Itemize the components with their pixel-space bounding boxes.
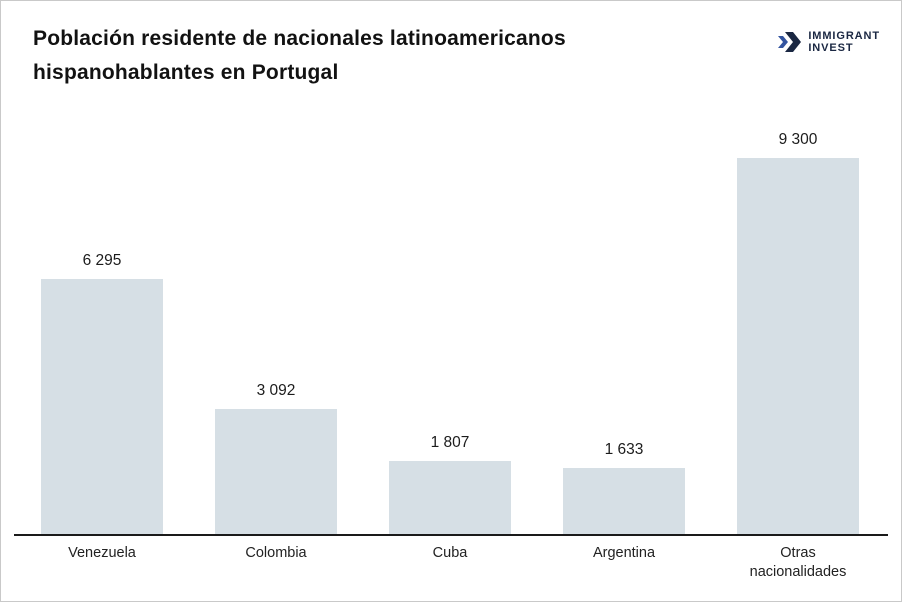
logo-line-2: INVEST <box>808 42 854 54</box>
logo-line-1: IMMIGRANT <box>808 30 880 42</box>
category-label: Venezuela <box>68 545 136 561</box>
category-label: Argentina <box>592 545 656 561</box>
bar <box>215 409 337 534</box>
bar-value-label: 1 633 <box>604 441 644 458</box>
bar <box>737 158 859 534</box>
double-chevron-icon <box>778 32 802 52</box>
chart-title: Población residente de nacionales latino… <box>33 27 566 84</box>
bar-value-label: 1 807 <box>430 434 470 451</box>
bar <box>41 279 163 534</box>
bar-value-label: 6 295 <box>82 252 122 269</box>
category-label: Cuba <box>432 545 468 561</box>
category-label: Colombia <box>245 545 307 561</box>
logo-wordmark: IMMIGRANT INVEST <box>808 30 880 54</box>
bar-value-label: 9 300 <box>778 131 818 148</box>
category-label: Otras nacionalidades <box>749 545 847 580</box>
bar-value-label: 3 092 <box>256 382 296 399</box>
immigrant-invest-logo: IMMIGRANT INVEST <box>778 30 880 54</box>
plot-area: 6 295 Venezuela 3 092 Colombia 1 807 Cuba 1 63… <box>14 101 888 580</box>
bar <box>563 468 685 534</box>
bar <box>389 461 511 534</box>
